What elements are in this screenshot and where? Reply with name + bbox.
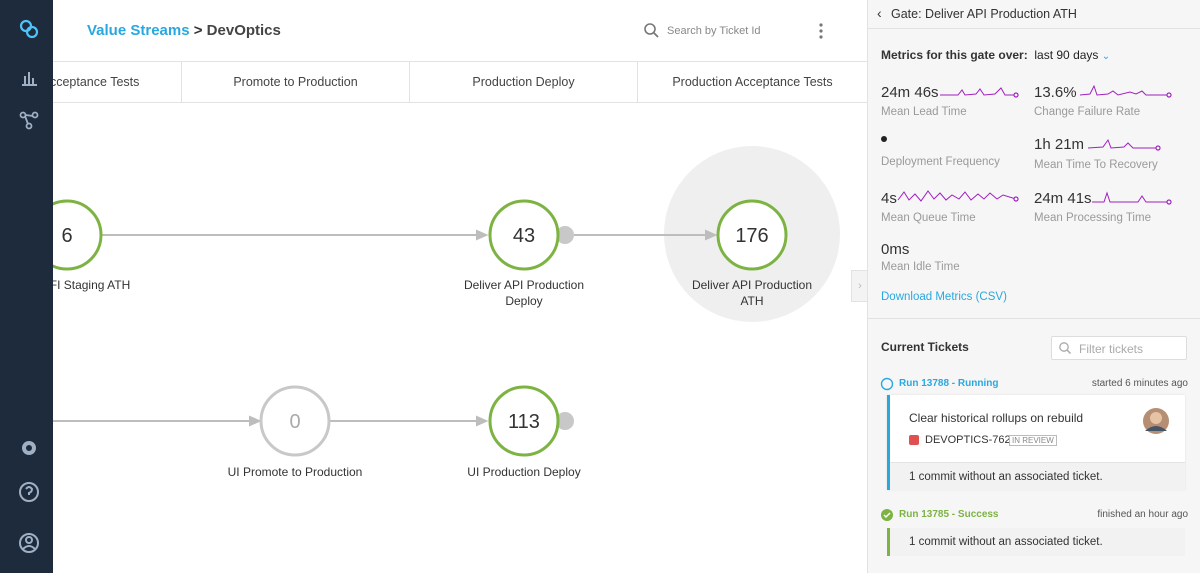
run-note: 1 commit without an associated ticket. bbox=[909, 471, 1103, 483]
flow-icon[interactable] bbox=[19, 111, 39, 130]
column: Production Acceptance Tests bbox=[672, 75, 833, 89]
account-icon[interactable] bbox=[19, 533, 39, 553]
metric-label: Mean Queue Time bbox=[881, 212, 976, 224]
metric-value: 13.6% bbox=[1034, 84, 1077, 101]
metric-value: 4s bbox=[881, 190, 897, 207]
breadcrumb-current: DevOptics bbox=[206, 22, 281, 39]
more-menu[interactable] bbox=[817, 22, 825, 40]
metric-label: Mean Lead Time bbox=[881, 106, 967, 118]
divider bbox=[868, 318, 1200, 319]
edges bbox=[53, 229, 718, 427]
column: Production Deploy bbox=[410, 62, 638, 102]
column: Acceptance Tests bbox=[53, 62, 182, 102]
run-time: started 6 minutes ago bbox=[1091, 378, 1188, 389]
back-button[interactable]: ‹ bbox=[877, 5, 882, 21]
sidebar bbox=[0, 0, 53, 573]
ticket-status: IN REVIEW bbox=[1009, 435, 1057, 446]
logo[interactable] bbox=[19, 19, 39, 39]
filter-icon bbox=[1059, 342, 1072, 355]
breadcrumb: Value Streams > DevOptics bbox=[87, 22, 281, 39]
metric-dot bbox=[881, 136, 887, 142]
node-count: 43 bbox=[513, 225, 535, 247]
avatar bbox=[1143, 408, 1169, 434]
help-icon[interactable] bbox=[19, 482, 39, 502]
node-circle[interactable] bbox=[53, 199, 103, 271]
node-label: FI Staging ATH bbox=[53, 278, 130, 292]
node-label: ATH bbox=[740, 294, 763, 308]
collapse-toggle[interactable]: › bbox=[851, 270, 867, 302]
main-area: Value Streams > DevOptics Search by Tick… bbox=[53, 0, 867, 573]
node-handle[interactable] bbox=[556, 412, 574, 430]
run-status-icon bbox=[881, 509, 893, 521]
node-circle[interactable] bbox=[716, 199, 788, 271]
pipeline-graph: 6 43 176 0 113 FI Staging ATH Deliver AP… bbox=[53, 146, 840, 479]
node-count: 6 bbox=[61, 225, 72, 247]
column-header: Acceptance Tests Promote to Production P… bbox=[53, 61, 867, 103]
ticket-icon bbox=[909, 435, 919, 445]
metric-label: Mean Idle Time bbox=[881, 261, 960, 273]
node-label: Deliver API Production bbox=[692, 278, 812, 292]
panel-header: ‹ Gate: Deliver API Production ATH bbox=[868, 0, 1200, 29]
breadcrumb-link[interactable]: Value Streams bbox=[87, 22, 190, 39]
run-time: finished an hour ago bbox=[1097, 509, 1188, 520]
run-title[interactable]: Run 13788 - Running bbox=[899, 378, 999, 389]
run-note: 1 commit without an associated ticket. bbox=[909, 536, 1103, 548]
node-circle[interactable] bbox=[488, 385, 560, 457]
ticket-card: Clear historical rollups on rebuild DEVO… bbox=[887, 395, 1185, 491]
node-count: 0 bbox=[289, 411, 300, 433]
run-note-bar: 1 commit without an associated ticket. bbox=[890, 462, 1185, 491]
gate-panel: ‹ Gate: Deliver API Production ATH Metri… bbox=[867, 0, 1200, 573]
run-status-icon bbox=[880, 377, 894, 391]
tickets-heading: Current Tickets bbox=[881, 340, 969, 354]
ticket-id[interactable]: DEVOPTICS-762 bbox=[925, 434, 1011, 446]
run-note-bar: 1 commit without an associated ticket. bbox=[887, 528, 1185, 556]
search-icon bbox=[644, 23, 659, 38]
breadcrumb-separator: > bbox=[193, 22, 203, 39]
metric-label: Mean Processing Time bbox=[1034, 212, 1151, 224]
sidebar-icons bbox=[19, 19, 39, 553]
period-select[interactable]: last 90 days bbox=[1034, 48, 1099, 62]
node-count: 176 bbox=[735, 225, 768, 247]
metric-label: Deployment Frequency bbox=[881, 156, 1000, 168]
column: Promote to Production bbox=[182, 62, 410, 102]
metrics-heading-text: Metrics for this gate over: bbox=[881, 48, 1028, 62]
metrics-heading: Metrics for this gate over: last 90 days… bbox=[881, 48, 1110, 62]
filter-placeholder: Filter tickets bbox=[1079, 342, 1144, 356]
metric-value: 24m 46s bbox=[881, 84, 939, 101]
node-count: 113 bbox=[508, 411, 540, 433]
metric-label: Change Failure Rate bbox=[1034, 106, 1141, 118]
node-circle[interactable] bbox=[259, 385, 331, 457]
ticket-title[interactable]: Clear historical rollups on rebuild bbox=[909, 411, 1084, 425]
panel-title: Gate: Deliver API Production ATH bbox=[891, 7, 1077, 21]
node-label: UI Production Deploy bbox=[467, 465, 580, 479]
download-link[interactable]: Download Metrics (CSV) bbox=[881, 291, 1007, 303]
node-label: Deliver API Production bbox=[464, 278, 584, 292]
node-handle[interactable] bbox=[556, 226, 574, 244]
filter-input[interactable]: Filter tickets bbox=[1051, 336, 1187, 360]
node-label: Deploy bbox=[505, 294, 542, 308]
metric-value: 0ms bbox=[881, 241, 910, 258]
sparklines bbox=[897, 84, 1172, 205]
node-label: UI Promote to Production bbox=[228, 465, 363, 479]
metric-value: 24m 41s bbox=[1034, 190, 1092, 207]
metric-value: 1h 21m bbox=[1034, 136, 1085, 153]
node-circle[interactable] bbox=[488, 199, 560, 271]
settings-icon[interactable] bbox=[22, 441, 36, 455]
run-title[interactable]: Run 13785 - Success bbox=[899, 509, 999, 520]
period-chevron[interactable]: ⌄ bbox=[1101, 51, 1111, 62]
metric-label: Mean Time To Recovery bbox=[1034, 159, 1158, 171]
analytics-icon[interactable] bbox=[22, 72, 37, 86]
search-input[interactable]: Search by Ticket Id bbox=[667, 25, 761, 37]
